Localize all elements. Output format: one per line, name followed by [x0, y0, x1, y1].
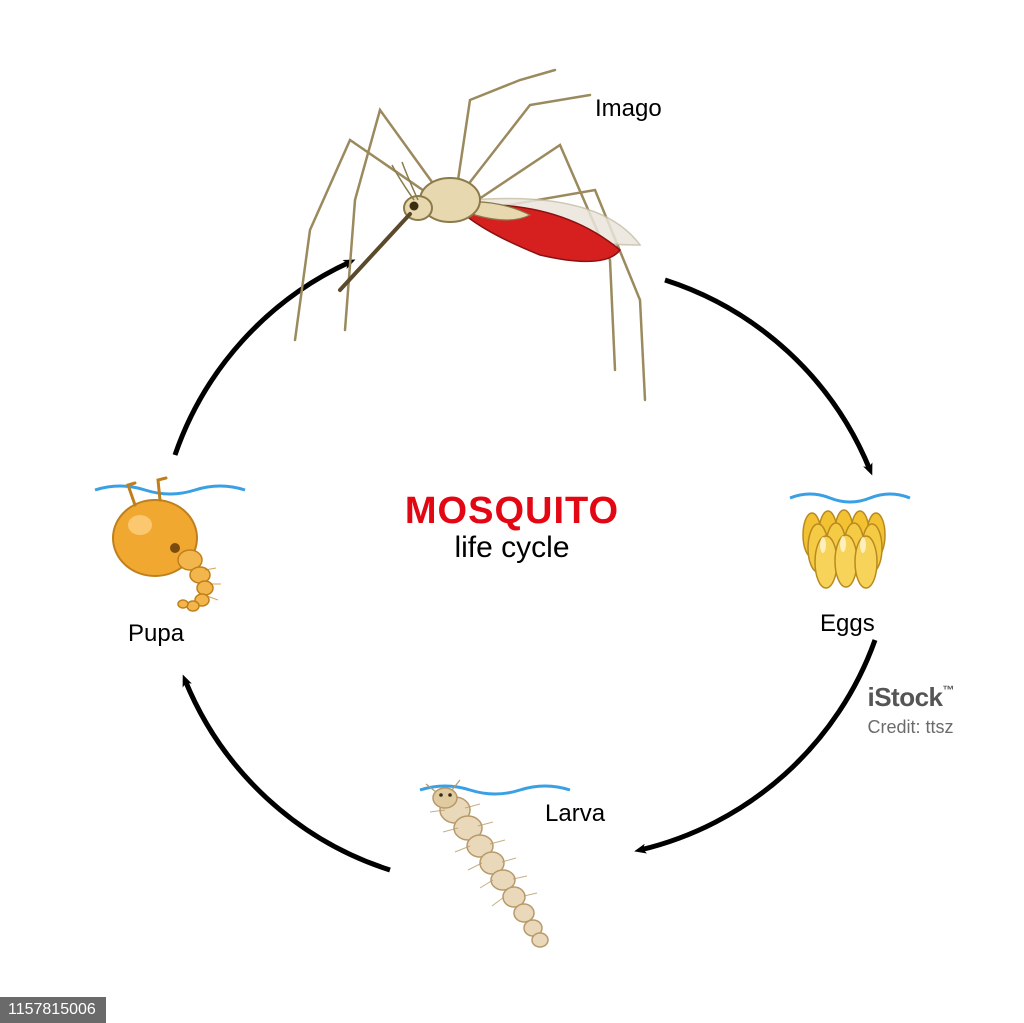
label-larva: Larva	[545, 800, 605, 828]
imago-icon	[295, 70, 645, 400]
pupa-icon	[95, 478, 245, 611]
title-block: MOSQUITO life cycle	[405, 490, 619, 565]
watermark-credit: Credit: ttsz	[867, 715, 954, 739]
title-main: MOSQUITO	[405, 490, 619, 533]
diagram-canvas: MOSQUITO life cycle Imago Eggs Larva Pup…	[0, 0, 1024, 1023]
eggs-icon	[790, 494, 910, 588]
label-imago: Imago	[595, 95, 662, 123]
label-eggs: Eggs	[820, 610, 875, 638]
image-id-badge: 1157815006	[0, 997, 106, 1023]
title-sub: life cycle	[405, 531, 619, 565]
watermark-brand: iStock™	[867, 680, 954, 715]
label-pupa: Pupa	[128, 620, 184, 648]
watermark: iStock™ Credit: ttsz	[867, 680, 954, 739]
